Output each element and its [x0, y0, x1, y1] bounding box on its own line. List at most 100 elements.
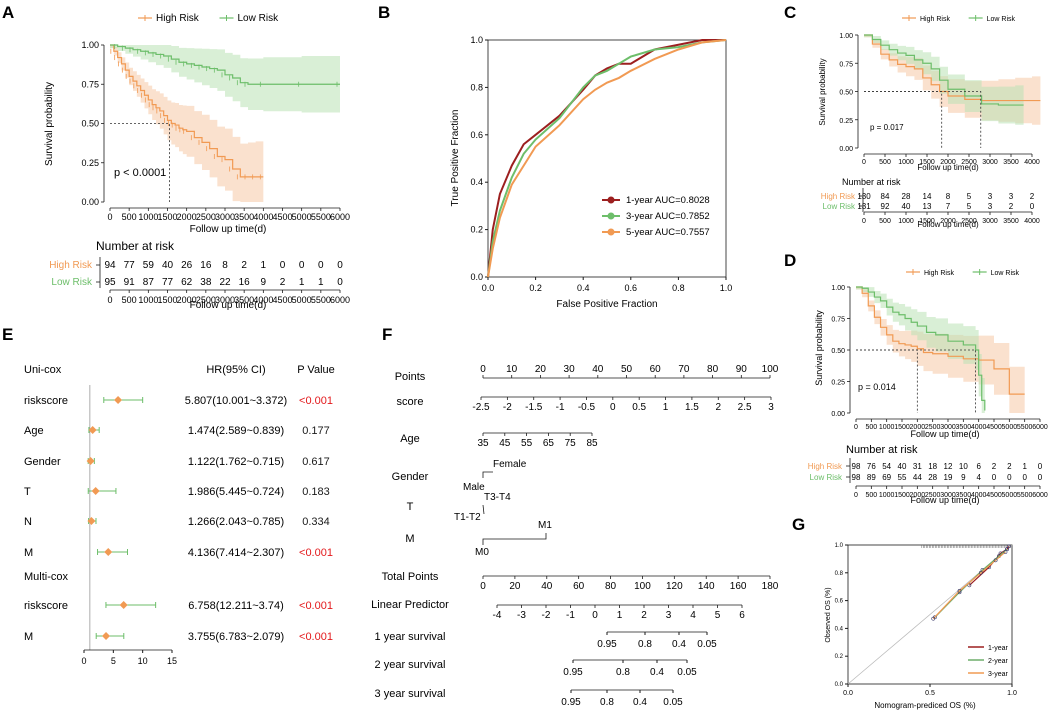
a-x-tick-label-11: 5500: [311, 212, 331, 222]
f-row-label-6: Total Points: [382, 571, 439, 583]
e-row-name-5: M: [24, 547, 33, 559]
d-risk-cell-1-5: 28: [928, 473, 937, 482]
a-p-value: p < 0.0001: [114, 167, 166, 179]
a-curve-0: [110, 44, 264, 178]
b-y-title: True Positive Fraction: [450, 110, 461, 207]
g-cal-point-0-0: [967, 583, 972, 588]
d-risk-cell-1-9: 0: [992, 473, 997, 482]
b-y-tick-label-1: 0.2: [470, 225, 483, 235]
g-y-title: Observed OS (%): [825, 587, 832, 642]
d-y-tick-label-2: 0.50: [831, 348, 845, 355]
f-age-tick-label-1: 45: [499, 438, 511, 449]
a-risk-cell-1-4: 62: [181, 277, 193, 288]
b-legend-dot-1: [607, 212, 615, 220]
f-total-tick-label-3: 60: [573, 581, 585, 592]
d-risk-cell-0-5: 18: [928, 462, 937, 471]
g-legend-label-0: 1-year: [988, 645, 1009, 652]
f-points-tick-label-9: 90: [736, 364, 748, 375]
a-x-tick-label-1: 500: [122, 212, 137, 222]
b-y-tick-label-3: 0.6: [470, 130, 483, 140]
f-points-tick-label-6: 60: [650, 364, 662, 375]
a-y-tick-label-3: 0.75: [81, 79, 99, 89]
f-points-tick-label-1: 10: [506, 364, 518, 375]
c-risk-cell-1-1: 92: [881, 202, 890, 211]
a-risk-cell-0-0: 94: [104, 260, 116, 271]
a-x-tick-label-4: 2000: [177, 212, 197, 222]
c-x-tick-label-6: 3000: [982, 159, 998, 166]
a-x-tick-label-7: 3500: [234, 212, 254, 222]
c-x-tick-label-7: 3500: [1003, 159, 1019, 166]
g-x-tick-label-1: 0.5: [925, 690, 935, 697]
c-risk-title: Number at risk: [842, 177, 901, 187]
g-y-tick-label-3: 0.6: [835, 599, 844, 605]
e-uni-cox-title: Uni-cox: [24, 364, 62, 376]
g-cal-point-1-4: [1005, 547, 1009, 552]
f-lp-tick-label-1: -3: [517, 610, 526, 621]
f-points-tick-label-5: 50: [621, 364, 633, 375]
panel-g-calibration-plot: 0.0 0.5 1.0 0.0 0.2 0.4 0.6 0.8 1.0 1-year 2-year 3…: [835, 543, 1017, 697]
c-risk-cell-0-3: 14: [923, 192, 932, 201]
c-x-tick-label-2: 1000: [898, 159, 914, 166]
c-risk-x-tick-label-5: 2500: [961, 218, 977, 225]
panel-label-e: E: [2, 325, 13, 344]
a-x-tick-label-12: 6000: [330, 212, 350, 222]
c-y-tick-label-3: 0.75: [839, 61, 853, 68]
c-risk-x-tick-label-0: 0: [862, 218, 866, 225]
f-row-label-9: 2 year survival: [375, 659, 446, 671]
d-risk-label-1: Low Risk: [810, 473, 843, 482]
a-risk-x-tick-label-9: 4500: [272, 295, 292, 305]
e-row-hr-4: 1.266(2.043~0.785): [188, 516, 284, 528]
f-lp-tick-label-7: 3: [666, 610, 672, 621]
c-risk-cell-0-2: 28: [902, 192, 911, 201]
f-surv1-tick-label-2: 0.4: [672, 639, 686, 650]
a-risk-x-title: Follow up time(d): [190, 300, 267, 311]
d-x-tick-label-7: 3500: [956, 424, 972, 431]
e-row-name-3: T: [24, 486, 31, 498]
c-risk-cell-0-8: 2: [1030, 192, 1035, 201]
d-risk-x-tick-label-6: 3000: [940, 492, 956, 499]
d-risk-cell-0-1: 76: [867, 462, 876, 471]
c-median-line-0: [864, 91, 943, 148]
a-x-tick-label-2: 1000: [138, 212, 158, 222]
f-age-tick-label-5: 85: [586, 438, 598, 449]
g-cal-point-2-1: [957, 588, 962, 593]
f-total-tick-label-8: 160: [730, 581, 747, 592]
c-risk-x-tick-label-6: 3000: [982, 218, 998, 225]
f-t-high: T3-T4: [484, 492, 511, 503]
g-x-title: Nomogram-prediced OS (%): [874, 701, 976, 710]
e-row-name-4: N: [24, 516, 32, 528]
f-surv2-tick-label-0: 0.95: [563, 667, 583, 678]
e-row-p-4: 0.334: [302, 516, 330, 528]
d-risk-cell-1-4: 44: [913, 473, 922, 482]
e-row-p-3: 0.183: [302, 486, 330, 498]
c-y-tick-label-2: 0.50: [839, 90, 853, 97]
c-y-tick-label-0: 0.00: [839, 146, 853, 153]
a-risk-x-tick-label-3: 1500: [157, 295, 177, 305]
c-legend-label-0: High Risk: [920, 16, 950, 23]
d-risk-x-tick-label-12: 6000: [1032, 492, 1048, 499]
b-roc-curve-1: [487, 39, 727, 278]
e-row-p-1: 0.177: [302, 425, 330, 437]
panel-a-km-plot: High Risk Low Risk 0.00 0.25 0.50 0.75 1.00 0 50…: [49, 13, 350, 305]
a-risk-cell-0-9: 0: [280, 260, 286, 271]
f-points-tick-label-0: 0: [480, 364, 486, 375]
f-total-tick-label-6: 120: [666, 581, 683, 592]
f-lp-tick-label-0: -4: [493, 610, 502, 621]
f-surv3-tick-label-2: 0.4: [633, 697, 647, 708]
f-age-tick-label-3: 65: [543, 438, 555, 449]
b-y-tick-label-2: 0.4: [470, 177, 483, 187]
a-risk-cell-0-7: 2: [241, 260, 247, 271]
d-risk-cell-1-6: 19: [944, 473, 953, 482]
d-risk-cell-0-4: 31: [913, 462, 922, 471]
c-risk-cell-1-7: 2: [1009, 202, 1014, 211]
f-points-tick-label-10: 100: [762, 364, 779, 375]
f-score-tick-label-6: 0.5: [632, 402, 646, 413]
a-y-tick-label-1: 0.25: [81, 158, 99, 168]
e-row-p-2: 0.617: [302, 456, 330, 468]
e-row-hr-0: 5.807(10.001~3.372): [185, 395, 287, 407]
c-risk-x-tick-label-4: 2000: [940, 218, 956, 225]
a-risk-x-tick-label-5: 2500: [196, 295, 216, 305]
c-risk-cell-1-5: 5: [967, 202, 972, 211]
